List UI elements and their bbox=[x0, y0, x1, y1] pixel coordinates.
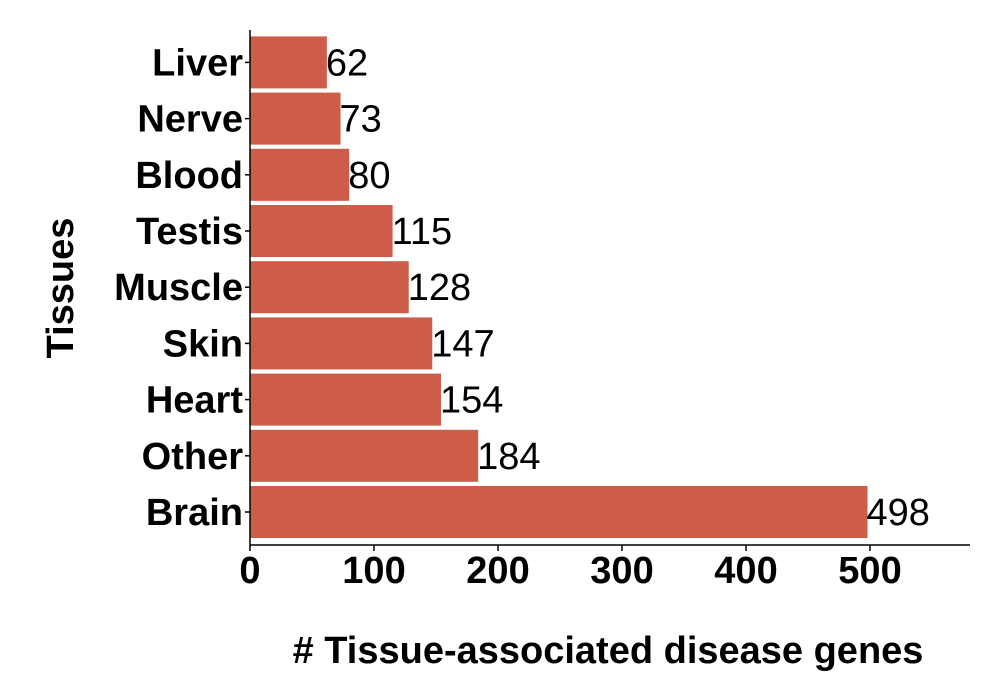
bar-other bbox=[250, 429, 479, 482]
x-tick-label-300: 300 bbox=[590, 550, 653, 592]
bar-heart bbox=[250, 373, 441, 426]
x-tick-label-200: 200 bbox=[466, 550, 529, 592]
category-label-blood: Blood bbox=[135, 155, 243, 197]
bar-liver bbox=[250, 36, 327, 89]
x-ticks-group: 0 100 200 300 400 500 bbox=[239, 545, 902, 592]
x-tick-label-400: 400 bbox=[714, 550, 777, 592]
value-label-brain: 498 bbox=[867, 492, 930, 534]
category-label-muscle: Muscle bbox=[114, 267, 243, 309]
bar-testis bbox=[250, 205, 393, 257]
category-label-other: Other bbox=[142, 436, 244, 478]
value-label-blood: 80 bbox=[348, 155, 390, 197]
bar-blood bbox=[250, 148, 350, 201]
category-label-nerve: Nerve bbox=[137, 99, 243, 141]
value-label-nerve: 73 bbox=[340, 99, 382, 141]
bar-muscle bbox=[250, 261, 409, 314]
category-label-skin: Skin bbox=[163, 323, 243, 365]
bar-skin bbox=[250, 317, 433, 370]
category-label-brain: Brain bbox=[146, 492, 243, 534]
bar-brain bbox=[250, 486, 868, 538]
value-label-testis: 115 bbox=[392, 211, 453, 253]
category-label-testis: Testis bbox=[136, 211, 243, 253]
value-label-other: 184 bbox=[477, 436, 540, 478]
value-label-liver: 62 bbox=[326, 42, 368, 84]
bar-nerve bbox=[250, 92, 341, 145]
value-label-heart: 154 bbox=[440, 380, 503, 422]
bars-group bbox=[250, 36, 868, 538]
x-tick-label-100: 100 bbox=[342, 550, 405, 592]
category-labels-group: Brain Other Heart Skin Muscle Testis Blood Nerv… bbox=[114, 42, 250, 534]
value-label-skin: 147 bbox=[431, 323, 494, 365]
x-tick-label-0: 0 bbox=[239, 550, 260, 592]
y-axis-title: Tissues bbox=[40, 218, 82, 359]
value-label-muscle: 128 bbox=[408, 267, 471, 309]
x-axis-title: # Tissue-associated disease genes bbox=[293, 630, 924, 672]
category-label-liver: Liver bbox=[152, 42, 243, 84]
category-label-heart: Heart bbox=[146, 380, 243, 422]
x-tick-label-500: 500 bbox=[838, 550, 901, 592]
